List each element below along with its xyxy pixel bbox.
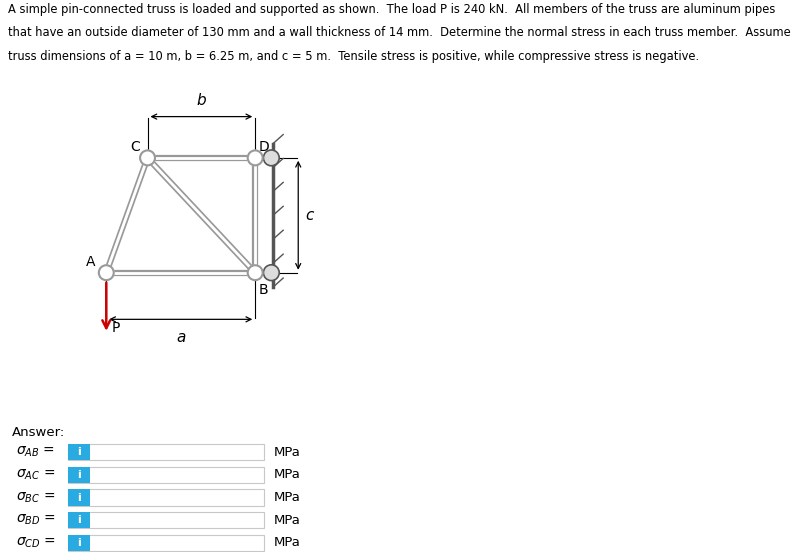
Bar: [68, 512, 90, 528]
Bar: [68, 466, 90, 483]
Text: A simple pin-connected truss is loaded and supported as shown.  The load P is 24: A simple pin-connected truss is loaded a…: [8, 3, 775, 16]
Text: $\sigma_{CD}$ =: $\sigma_{CD}$ =: [16, 536, 56, 550]
Text: i: i: [78, 492, 81, 502]
Text: c: c: [306, 208, 314, 223]
Bar: [68, 444, 264, 460]
Bar: [68, 490, 90, 506]
Bar: [68, 444, 90, 460]
Text: b: b: [197, 93, 206, 108]
Text: MPa: MPa: [274, 537, 301, 549]
Bar: [68, 490, 264, 506]
Bar: [68, 535, 264, 551]
Text: i: i: [78, 515, 81, 525]
Text: i: i: [78, 470, 81, 480]
Circle shape: [263, 265, 279, 280]
Text: MPa: MPa: [274, 445, 301, 459]
Circle shape: [99, 265, 114, 280]
Text: MPa: MPa: [274, 491, 301, 504]
Text: C: C: [130, 140, 140, 154]
Circle shape: [140, 150, 155, 166]
Text: A: A: [86, 255, 95, 269]
Text: D: D: [258, 140, 270, 154]
Text: a: a: [176, 330, 186, 345]
Text: P: P: [112, 321, 120, 335]
Text: i: i: [78, 447, 81, 457]
Circle shape: [248, 265, 262, 280]
Text: $\sigma_{AB}$ =: $\sigma_{AB}$ =: [16, 445, 55, 459]
Text: Answer:: Answer:: [12, 426, 66, 439]
Text: $\sigma_{BC}$ =: $\sigma_{BC}$ =: [16, 490, 55, 505]
Bar: [68, 466, 264, 483]
Bar: [68, 512, 264, 528]
Text: MPa: MPa: [274, 468, 301, 481]
Text: $\sigma_{AC}$ =: $\sigma_{AC}$ =: [16, 468, 55, 482]
Text: truss dimensions of a = 10 m, b = 6.25 m, and c = 5 m.  Tensile stress is positi: truss dimensions of a = 10 m, b = 6.25 m…: [8, 50, 699, 63]
Text: B: B: [258, 284, 268, 298]
Circle shape: [263, 150, 279, 166]
Text: that have an outside diameter of 130 mm and a wall thickness of 14 mm.  Determin: that have an outside diameter of 130 mm …: [8, 26, 790, 39]
Bar: [68, 535, 90, 551]
Text: $\sigma_{BD}$ =: $\sigma_{BD}$ =: [16, 513, 56, 527]
Circle shape: [248, 150, 262, 166]
Text: i: i: [78, 538, 81, 548]
Text: MPa: MPa: [274, 514, 301, 527]
